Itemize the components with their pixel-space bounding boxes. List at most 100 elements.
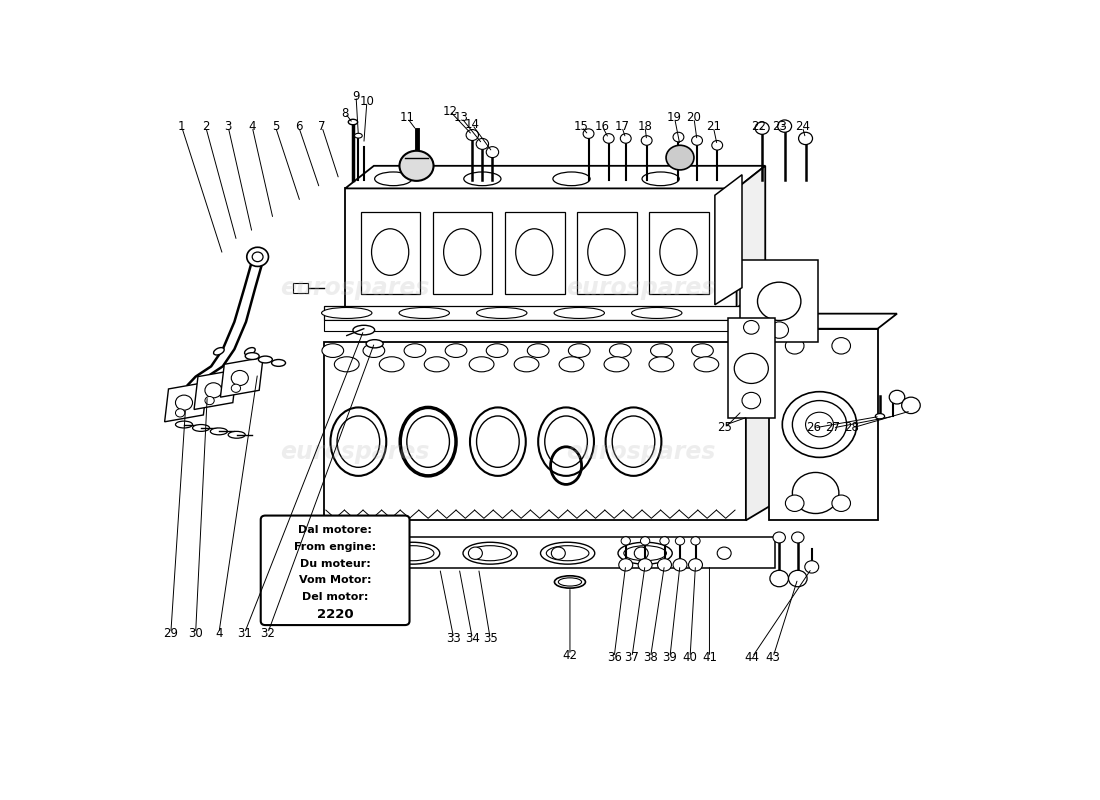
- Circle shape: [205, 397, 214, 405]
- Ellipse shape: [649, 357, 674, 372]
- Ellipse shape: [228, 431, 245, 438]
- Text: 9: 9: [352, 90, 360, 102]
- Text: 11: 11: [399, 111, 415, 125]
- Ellipse shape: [385, 542, 440, 564]
- Circle shape: [742, 392, 760, 409]
- Circle shape: [621, 537, 630, 545]
- Circle shape: [603, 134, 614, 143]
- Text: 37: 37: [625, 650, 639, 664]
- Polygon shape: [220, 358, 263, 397]
- Text: 24: 24: [795, 120, 810, 134]
- Circle shape: [689, 558, 703, 571]
- Text: 7: 7: [318, 120, 326, 134]
- Bar: [728, 318, 774, 418]
- Ellipse shape: [353, 326, 375, 335]
- Circle shape: [832, 338, 850, 354]
- Circle shape: [805, 561, 818, 573]
- Ellipse shape: [322, 344, 343, 358]
- Text: eurospares: eurospares: [279, 276, 429, 300]
- Text: 14: 14: [465, 118, 480, 131]
- Ellipse shape: [349, 119, 358, 125]
- Ellipse shape: [425, 357, 449, 372]
- Polygon shape: [769, 314, 896, 329]
- Ellipse shape: [604, 357, 629, 372]
- Ellipse shape: [334, 357, 359, 372]
- Text: 33: 33: [447, 631, 461, 645]
- Text: 3: 3: [224, 120, 232, 134]
- Ellipse shape: [213, 347, 224, 355]
- Circle shape: [660, 537, 669, 545]
- Text: 20: 20: [686, 111, 702, 125]
- Text: 4: 4: [249, 120, 256, 134]
- Circle shape: [231, 384, 241, 392]
- Circle shape: [246, 247, 268, 266]
- Ellipse shape: [692, 344, 713, 358]
- Ellipse shape: [553, 172, 590, 186]
- Circle shape: [583, 129, 594, 138]
- Circle shape: [770, 570, 789, 586]
- Ellipse shape: [354, 134, 362, 138]
- Circle shape: [785, 495, 804, 511]
- Ellipse shape: [372, 229, 409, 275]
- Bar: [505, 212, 564, 294]
- Circle shape: [638, 558, 652, 571]
- Circle shape: [756, 122, 769, 134]
- Ellipse shape: [660, 229, 697, 275]
- Ellipse shape: [363, 344, 385, 358]
- Ellipse shape: [613, 416, 654, 467]
- Text: 34: 34: [465, 631, 480, 645]
- Ellipse shape: [876, 414, 884, 419]
- Circle shape: [792, 401, 847, 449]
- Polygon shape: [194, 370, 236, 410]
- Ellipse shape: [547, 546, 589, 561]
- Bar: [293, 283, 308, 293]
- Ellipse shape: [446, 344, 466, 358]
- Circle shape: [385, 547, 399, 559]
- Text: 27: 27: [825, 422, 840, 434]
- Text: 13: 13: [454, 111, 469, 125]
- Text: 19: 19: [667, 111, 682, 125]
- Text: 12: 12: [442, 105, 458, 118]
- Text: 32: 32: [261, 626, 275, 640]
- Ellipse shape: [631, 307, 682, 318]
- Text: 21: 21: [706, 120, 721, 134]
- Text: 2: 2: [202, 120, 209, 134]
- Text: Vom Motor:: Vom Motor:: [299, 575, 372, 586]
- Ellipse shape: [569, 344, 590, 358]
- Ellipse shape: [366, 340, 383, 348]
- Text: 42: 42: [562, 649, 578, 662]
- Text: 40: 40: [683, 650, 697, 664]
- Text: 26: 26: [806, 422, 822, 434]
- Ellipse shape: [392, 546, 433, 561]
- Text: 39: 39: [662, 650, 678, 664]
- Text: Du moteur:: Du moteur:: [299, 558, 371, 569]
- Circle shape: [641, 136, 652, 146]
- Bar: [323, 320, 754, 331]
- Ellipse shape: [476, 416, 519, 467]
- Ellipse shape: [650, 344, 672, 358]
- Circle shape: [176, 409, 185, 417]
- Text: 23: 23: [772, 120, 786, 134]
- Polygon shape: [715, 174, 742, 305]
- Bar: [740, 260, 818, 342]
- Ellipse shape: [486, 344, 508, 358]
- Ellipse shape: [554, 307, 604, 318]
- Circle shape: [399, 150, 433, 181]
- Circle shape: [770, 322, 789, 338]
- Text: 28: 28: [845, 422, 859, 434]
- Bar: [649, 212, 708, 294]
- Circle shape: [902, 397, 921, 414]
- Circle shape: [792, 473, 839, 514]
- Circle shape: [620, 134, 631, 143]
- Ellipse shape: [559, 357, 584, 372]
- Ellipse shape: [469, 546, 512, 561]
- Ellipse shape: [587, 229, 625, 275]
- Ellipse shape: [464, 172, 500, 186]
- Bar: [576, 212, 637, 294]
- Bar: [769, 329, 878, 520]
- Bar: [323, 342, 746, 520]
- Ellipse shape: [308, 542, 362, 564]
- Circle shape: [673, 132, 684, 142]
- Circle shape: [799, 132, 813, 145]
- Ellipse shape: [321, 307, 372, 318]
